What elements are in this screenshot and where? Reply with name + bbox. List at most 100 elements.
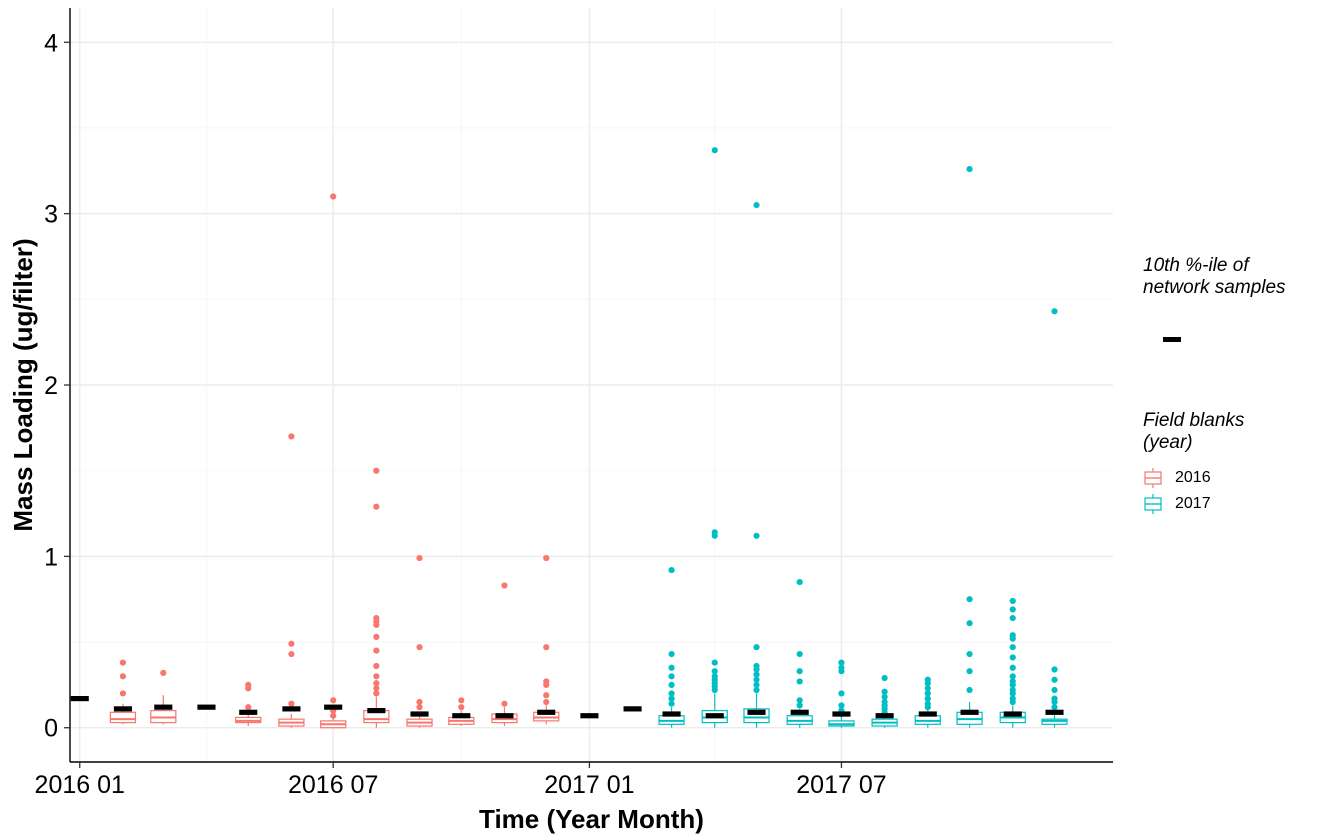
outlier-point-2017: [753, 532, 760, 539]
outlier-point-2017: [881, 688, 888, 695]
outlier-point-2016: [416, 704, 423, 711]
outlier-point-2017: [1009, 664, 1016, 671]
outlier-point-2016: [330, 712, 337, 719]
outlier-point-2017: [796, 678, 803, 685]
axes: 0 1 2 3 4 2016 01 2016 07 2017 01 2017 07 Time (Y…: [8, 8, 1113, 834]
outlier-point-2017: [796, 697, 803, 704]
outlier-point-2017: [924, 690, 931, 697]
outlier-point-2016: [160, 669, 167, 676]
outlier-point-2017: [966, 596, 973, 603]
outlier-point-2016: [373, 633, 380, 641]
outlier-point-2017: [1009, 597, 1016, 605]
y-tick-label: 4: [44, 29, 58, 57]
outlier-point-2017: [753, 644, 760, 651]
legend-title-line: Field blanks: [1143, 410, 1245, 431]
outlier-point-2017: [966, 165, 973, 173]
outlier-point-2017: [881, 674, 888, 682]
outlier-point-2016: [373, 503, 380, 510]
network-10th-percentile-mark: [790, 709, 809, 715]
legend-title-line: 10th %-ile of: [1143, 255, 1249, 276]
network-10th-percentile-mark: [367, 707, 386, 714]
network-10th-percentile-mark: [70, 695, 89, 702]
outlier-point-2017: [966, 668, 973, 675]
x-axis-label: Time (Year Month): [479, 804, 704, 834]
outlier-point-2016: [458, 697, 465, 704]
network-10th-percentile-mark: [239, 709, 258, 715]
outlier-point-2016: [373, 690, 380, 697]
field-blank-legend-title: Field blanks (year): [1143, 410, 1244, 454]
outlier-point-2017: [668, 690, 675, 697]
outlier-point-2017: [796, 650, 803, 658]
outlier-point-2016: [288, 650, 295, 658]
outlier-point-2017: [796, 702, 803, 709]
outlier-point-2016: [501, 700, 508, 707]
y-tick-label: 2: [44, 372, 58, 400]
outlier-point-2016: [543, 554, 550, 562]
outlier-point-2017: [753, 676, 760, 683]
outlier-point-2017: [753, 201, 760, 209]
outlier-point-2016: [416, 554, 423, 562]
field-blank-legend: Field blanks (year) 2016 2017: [1143, 410, 1244, 514]
outlier-point-2017: [838, 702, 845, 709]
outlier-point-2017: [1051, 695, 1058, 702]
outlier-point-2016: [288, 640, 295, 647]
network-10th-percentile-mark: [960, 709, 979, 715]
y-tick-label: 1: [44, 543, 58, 571]
outlier-point-2017: [711, 147, 718, 154]
y-tick-label: 3: [44, 201, 58, 229]
network-10th-percentile-mark: [113, 706, 132, 712]
outlier-point-2016: [373, 680, 380, 687]
network-10th-percentile-mark: [662, 711, 681, 717]
outlier-point-2016: [416, 644, 423, 651]
box-2017: [701, 693, 728, 728]
box-2017: [658, 707, 685, 728]
outlier-point-2016: [543, 692, 550, 699]
network-10th-percentile-mark: [747, 709, 766, 715]
network-10th-percentile-mark: [832, 711, 851, 717]
outlier-point-2017: [1051, 686, 1058, 694]
outlier-point-2017: [668, 681, 675, 688]
outlier-point-2017: [1009, 686, 1016, 694]
outlier-point-2016: [288, 700, 295, 707]
outlier-point-2016: [119, 659, 127, 666]
outlier-point-2017: [1009, 695, 1016, 702]
box-2017: [828, 715, 855, 728]
network-10th-percentile-mark: [324, 704, 343, 710]
outlier-point-2017: [753, 662, 760, 670]
legend-label-2016: 2016: [1175, 469, 1211, 486]
network-10th-percentile-mark: [410, 711, 429, 717]
outlier-point-2016: [373, 614, 380, 622]
legend-item-2017: 2017: [1143, 494, 1211, 514]
box-2016: [363, 696, 390, 728]
network-legend-key: [1163, 337, 1181, 342]
outlier-point-2017: [1051, 676, 1058, 683]
outlier-point-2017: [966, 620, 973, 627]
outlier-point-2016: [119, 690, 127, 697]
outlier-point-2017: [924, 685, 931, 692]
x-tick-label: 2017 01: [544, 771, 634, 799]
network-legend: 10th %-ile of network samples: [1143, 255, 1286, 342]
outlier-point-2016: [458, 704, 465, 711]
network-10th-percentile-mark: [623, 706, 642, 712]
outlier-point-2017: [924, 700, 931, 707]
legend-title-line: network samples: [1143, 277, 1286, 298]
legend-key-glyph: [1144, 468, 1162, 488]
outlier-point-2016: [245, 681, 252, 688]
outlier-point-2017: [796, 578, 803, 586]
legend-label-2017: 2017: [1175, 495, 1211, 512]
outlier-point-2017: [711, 668, 718, 675]
outlier-point-2017: [924, 676, 931, 683]
network-10th-percentile-mark: [1045, 709, 1064, 715]
outlier-point-2017: [668, 673, 675, 680]
outlier-point-2017: [796, 668, 803, 675]
outlier-point-2016: [416, 698, 423, 706]
outlier-point-2017: [1009, 644, 1016, 651]
outlier-point-2017: [1009, 632, 1016, 639]
outlier-point-2017: [1009, 673, 1016, 680]
network-10th-percentile-mark: [1003, 711, 1022, 717]
outlier-point-2017: [711, 659, 718, 666]
network-10th-percentile-mark: [580, 713, 599, 719]
network-legend-title: 10th %-ile of network samples: [1143, 255, 1286, 299]
box-iqr: [109, 711, 137, 724]
